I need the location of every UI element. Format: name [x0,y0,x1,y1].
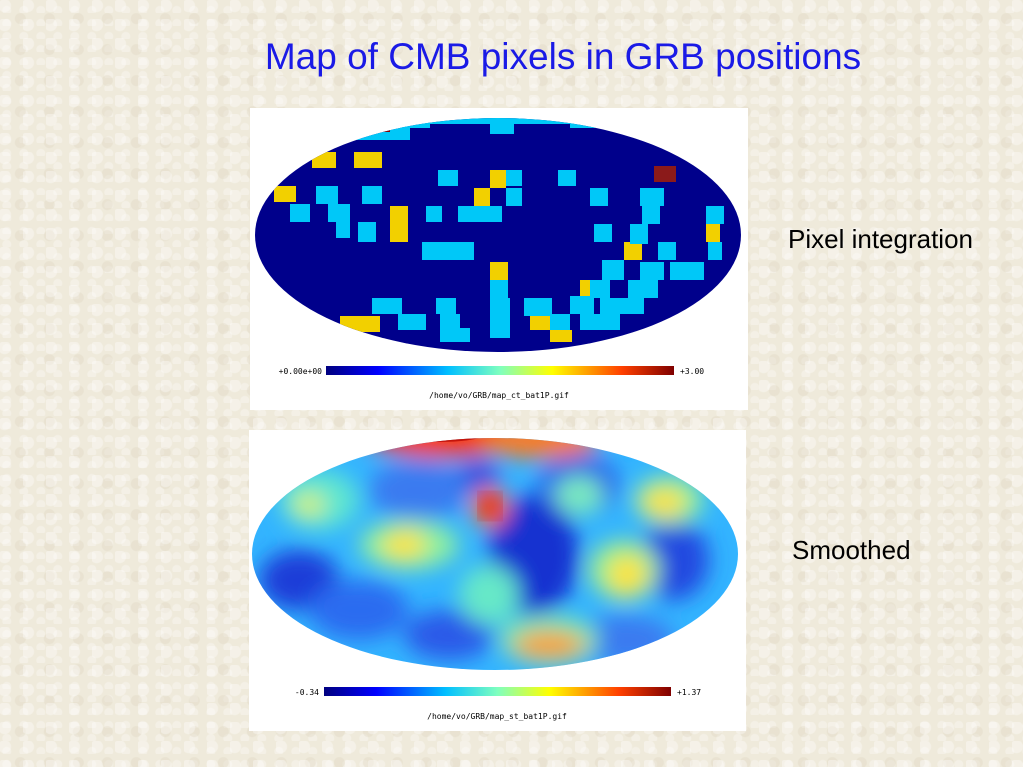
map-cell [422,242,474,260]
smoothed-map-panel: -0.34 +1.37 /home/vo/GRB/map_st_bat1P.gi… [249,430,746,731]
map-cell [628,280,658,298]
pixel-map-figure: +0.00e+00 +3.00 /home/vo/GRB/map_ct_bat1… [255,118,741,400]
map-cell [420,118,590,124]
pixel-colorbar [326,366,674,375]
map-cell [362,186,382,204]
map-cell [440,314,460,330]
map-cell [580,314,620,330]
map-cell [336,220,350,238]
map-cell [524,298,552,316]
map-cell [670,262,704,280]
smoothed-label: Smoothed [792,535,911,565]
smoothed-map-filename: /home/vo/GRB/map_st_bat1P.gif [427,712,567,721]
pixel-integration-label: Pixel integration [788,224,973,254]
map-cell [640,262,664,280]
map-cell [490,280,508,298]
map-cell [630,224,648,244]
pixel-colorbar-min: +0.00e+00 [279,367,323,376]
slide-title: Map of CMB pixels in GRB positions [264,36,862,77]
pixel-map-sky [255,118,741,352]
map-cell [358,222,376,242]
pixel-map-filename: /home/vo/GRB/map_ct_bat1P.gif [429,391,569,400]
map-cell [658,242,676,260]
map-cell [398,314,426,330]
smoothed-colorbar-min: -0.34 [295,688,319,697]
map-cell [594,224,612,242]
map-cell [506,188,522,206]
map-cell [590,188,608,206]
map-cell [372,298,402,314]
map-cell [438,170,458,186]
map-cell [550,330,572,342]
map-cell [550,314,570,330]
map-cell [506,170,522,186]
map-cell [600,298,644,314]
map-cell [290,204,310,222]
map-cell [274,186,296,202]
map-cell [706,224,720,242]
map-cell [312,152,336,168]
map-cell [708,242,722,260]
map-cell [390,206,408,242]
map-cell [624,242,642,260]
smoothed-colorbar [324,687,671,696]
map-cell [640,188,664,206]
smoothed-map-figure: -0.34 +1.37 /home/vo/GRB/map_st_bat1P.gi… [252,438,738,721]
map-cell [390,118,430,128]
map-cell [602,260,624,280]
map-cell [654,166,676,182]
map-cell [490,170,506,188]
map-cell [642,206,660,224]
map-cell [354,152,382,168]
map-cell [570,118,620,128]
pixel-map-panel: +0.00e+00 +3.00 /home/vo/GRB/map_ct_bat1… [250,108,748,410]
map-cell [350,118,410,140]
map-cell [558,170,576,186]
map-cell [590,280,610,298]
map-cell [436,298,456,314]
map-cell [490,298,510,338]
map-cell [474,188,490,206]
pixel-map-cells [274,118,724,342]
smoothed-colorbar-max: +1.37 [677,688,701,697]
map-cell [316,186,338,204]
map-cell [490,262,508,280]
map-cell [340,316,380,332]
map-cell [426,206,442,222]
map-cell [328,204,350,222]
map-cell [570,296,594,314]
map-cell [350,122,390,132]
map-cell [440,328,470,342]
map-cell [458,206,502,222]
map-cell [706,206,724,224]
pixel-colorbar-max: +3.00 [680,367,704,376]
map-cell [490,122,514,134]
map-cell [630,122,680,134]
